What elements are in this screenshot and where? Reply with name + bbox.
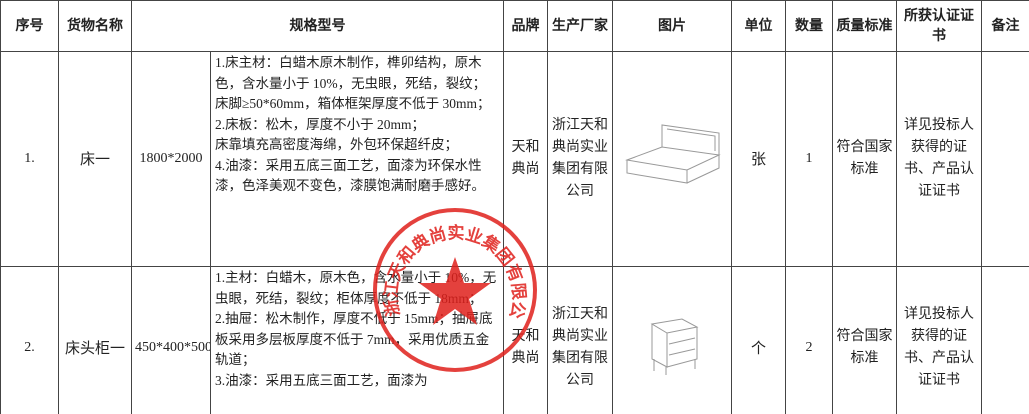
cell-cert: 详见投标人获得的证书、产品认证证书 (896, 266, 982, 414)
nightstand-image (650, 318, 699, 375)
cell-qty: 2 (785, 266, 833, 414)
cell-brand: 天和典尚 (503, 266, 548, 414)
cell-image (612, 51, 732, 267)
header-cell: 序号 (0, 0, 59, 52)
cell-unit: 张 (731, 51, 786, 267)
header-cell: 货物名称 (58, 0, 132, 52)
cell-brand: 天和典尚 (503, 51, 548, 267)
header-cell: 规格型号 (131, 0, 504, 52)
spec-line: 1.主材：白蜡木，原木色，含水量小于 10%，无虫眼，死结，裂纹；柜体厚度不低于… (215, 270, 497, 306)
cell-remark (981, 266, 1029, 414)
cell-standard: 符合国家标准 (832, 51, 897, 267)
cell-remark (981, 51, 1029, 267)
header-cell: 所获认证证书 (896, 0, 982, 52)
spec-line: 床靠填充高密度海绵，外包环保超纤皮； (215, 137, 458, 152)
header-cell: 品牌 (503, 0, 548, 52)
cell-spec: 1.主材：白蜡木，原木色，含水量小于 10%，无虫眼，死结，裂纹；柜体厚度不低于… (210, 266, 504, 414)
cell-maker: 浙江天和典尚实业集团有限公司 (547, 51, 613, 267)
header-cell: 图片 (612, 0, 732, 52)
cell-image (612, 266, 732, 414)
bed-image (625, 124, 721, 184)
cell-unit: 个 (731, 266, 786, 414)
cell-size: 1800*2000 (131, 51, 211, 267)
header-cell: 单位 (731, 0, 786, 52)
cell-no: 2. (0, 266, 59, 414)
cell-spec: 1.床主材：白蜡木原木制作，榫卯结构，原木色，含水量小于 10%，无虫眼，死结，… (210, 51, 504, 267)
spec-line: 3.油漆：采用五底三面工艺，面漆为 (215, 372, 428, 388)
cell-name: 床头柜一 (58, 266, 132, 414)
cell-maker: 浙江天和典尚实业集团有限公司 (547, 266, 613, 414)
cell-no: 1. (0, 51, 59, 267)
spec-line: 4.油漆：采用五底三面工艺，面漆为环保水性漆，色泽美观不变色，漆膜饱满耐磨手感好… (215, 157, 485, 194)
spec-line: 2.床板：松木，厚度不小于 20mm； (215, 116, 426, 132)
table-row: 1. 床一 1800*2000 1.床主材：白蜡木原木制作，榫卯结构，原木色，含… (0, 51, 1029, 267)
cell-name: 床一 (58, 51, 132, 267)
header-row: 序号 货物名称 规格型号 品牌 生产厂家 图片 单位 数量 质量标准 所获认证证… (0, 0, 1029, 52)
cell-cert: 详见投标人获得的证书、产品认证证书 (896, 51, 982, 267)
spec-line: 1.床主材：白蜡木原木制作，榫卯结构，原木色，含水量小于 10%，无虫眼，死结，… (215, 55, 491, 111)
cell-standard: 符合国家标准 (832, 266, 897, 414)
table-row: 2. 床头柜一 450*400*500 1.主材：白蜡木，原木色，含水量小于 1… (0, 266, 1029, 414)
spec-line: 2.抽屉：松木制作，厚度不低于 15mm；抽屉底板采用多层板厚度不低于 7mm，… (215, 311, 493, 367)
header-cell: 数量 (785, 0, 833, 52)
header-cell: 备注 (981, 0, 1029, 52)
cell-qty: 1 (785, 51, 833, 267)
cell-size: 450*400*500 (131, 266, 211, 414)
header-cell: 生产厂家 (547, 0, 613, 52)
header-cell: 质量标准 (832, 0, 897, 52)
